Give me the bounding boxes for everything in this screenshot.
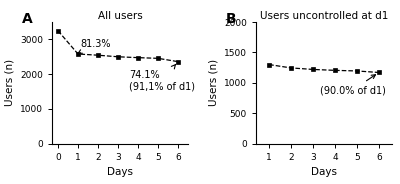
Text: 74.1%
(91,1% of d1): 74.1% (91,1% of d1) (129, 64, 195, 91)
Title: Users uncontrolled at d1: Users uncontrolled at d1 (260, 11, 388, 21)
Text: 81.3%: 81.3% (78, 39, 110, 53)
Y-axis label: Users (n): Users (n) (208, 59, 218, 106)
Text: (90.0% of d1): (90.0% of d1) (320, 75, 386, 95)
X-axis label: Days: Days (311, 167, 337, 177)
Text: B: B (226, 12, 237, 26)
Title: All users: All users (98, 11, 142, 21)
X-axis label: Days: Days (107, 167, 133, 177)
Text: A: A (22, 12, 33, 26)
Y-axis label: Users (n): Users (n) (4, 59, 14, 106)
